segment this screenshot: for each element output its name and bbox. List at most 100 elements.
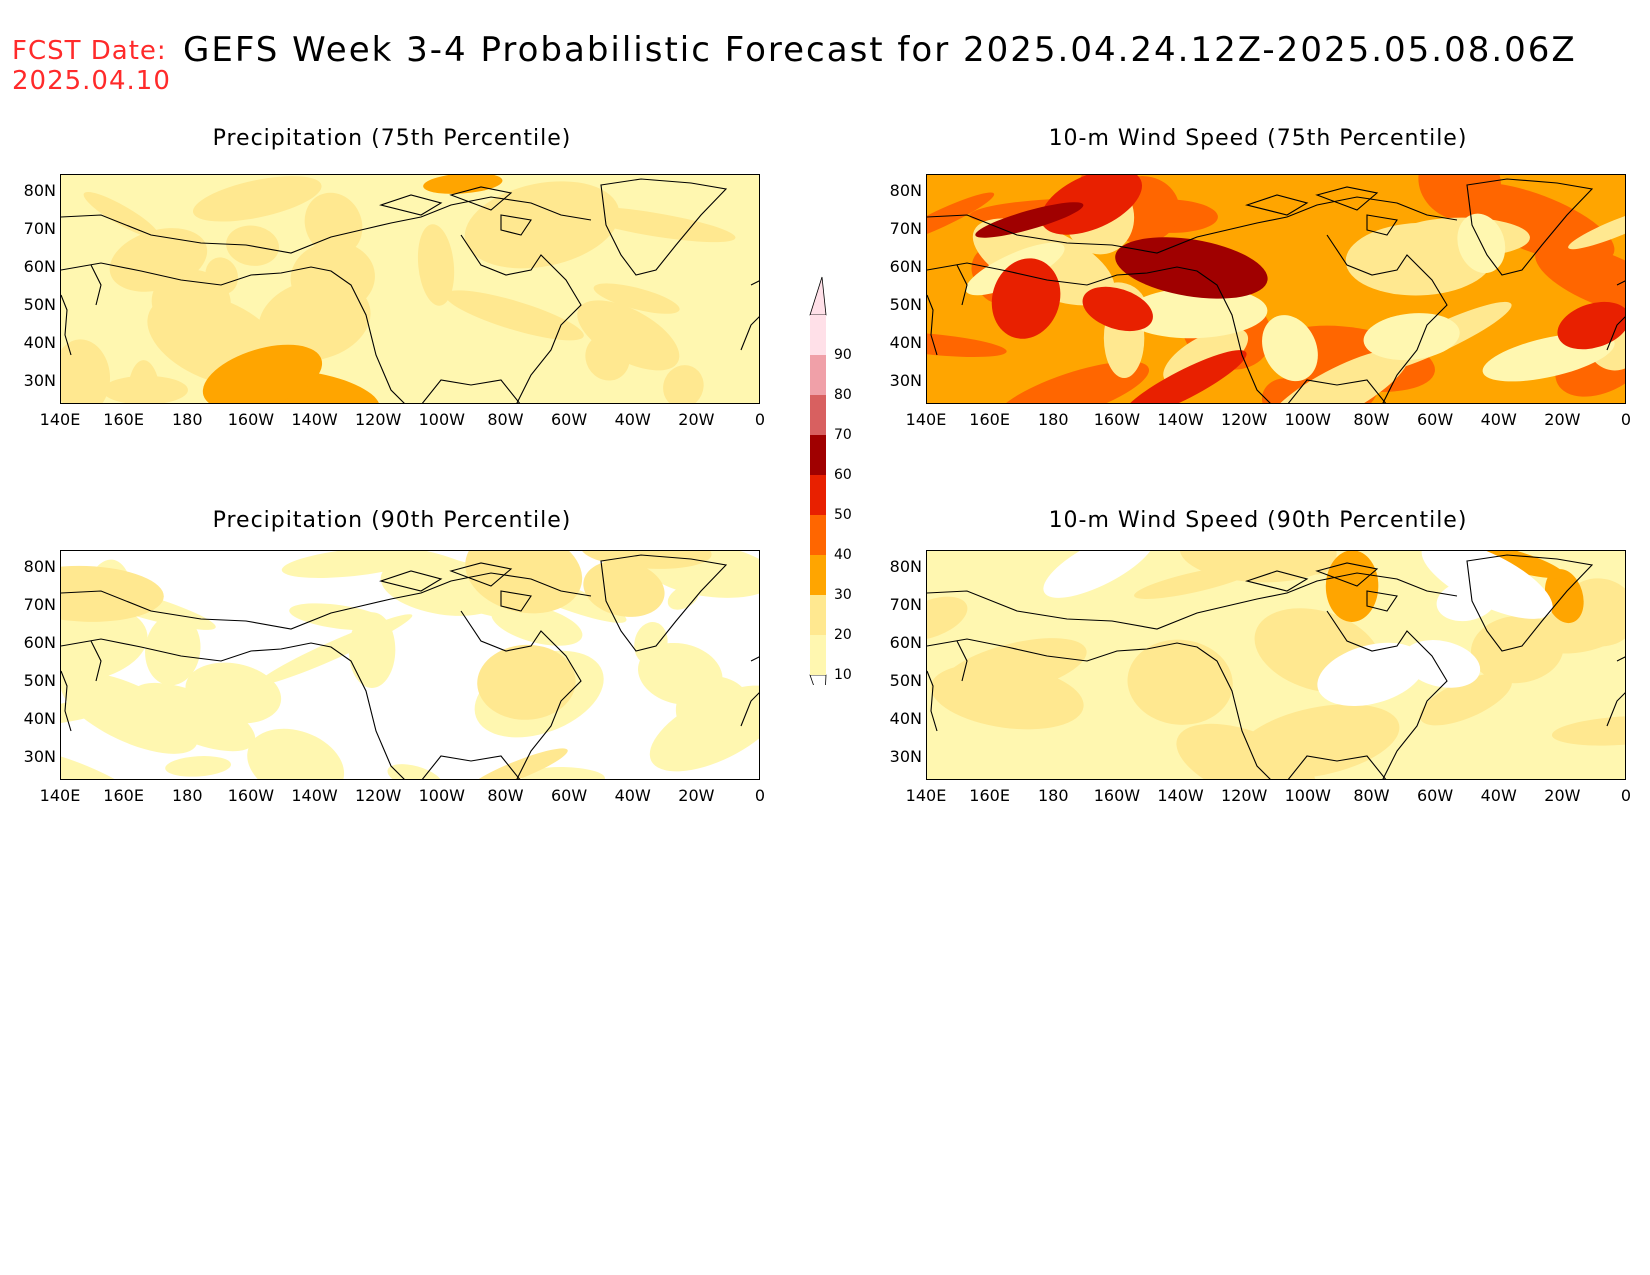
colorbar: 10 20 30 40 50 60 70 80 90 <box>808 275 868 716</box>
lon-tick-label: 160E <box>103 786 144 805</box>
lat-tick-label: 80N <box>23 181 56 200</box>
panel-title-wind-75: 10-m Wind Speed (75th Percentile) <box>1048 126 1468 151</box>
lon-tick-label: 140W <box>1157 786 1204 805</box>
lon-tick-label: 60W <box>550 786 588 805</box>
lon-tick-label: 180 <box>171 410 203 429</box>
lon-tick-label: 140E <box>39 786 81 805</box>
lat-tick-label: 70N <box>889 219 922 238</box>
lat-tick-label: 30N <box>889 747 922 766</box>
lon-tick-label: 140E <box>905 410 947 429</box>
colorbar-low-triangle <box>809 674 827 716</box>
lon-tick-label: 120W <box>1220 786 1268 805</box>
lon-tick-label: 160E <box>969 410 1010 429</box>
lon-tick-label: 180 <box>1037 786 1069 805</box>
fcst-date-block: FCST Date: 2025.04.10 <box>12 36 171 96</box>
lat-tick-label: 60N <box>889 633 922 652</box>
lon-tick-label: 0 <box>754 410 766 429</box>
lon-tick-label: 0 <box>754 786 766 805</box>
lon-tick-label: 100W <box>1284 410 1331 429</box>
lat-tick-label: 50N <box>889 295 922 314</box>
lat-tick-label: 70N <box>889 595 922 614</box>
colorbar-segment <box>810 635 826 675</box>
lat-tick-label: 80N <box>889 557 922 576</box>
colorbar-tick-label: 40 <box>834 547 852 563</box>
lat-tick-label: 60N <box>23 633 56 652</box>
colorbar-tick-label: 20 <box>834 627 852 643</box>
colorbar-segment <box>810 315 826 355</box>
lat-tick-label: 50N <box>23 671 56 690</box>
lat-tick-label: 30N <box>23 747 56 766</box>
lon-tick-label: 0 <box>1620 410 1632 429</box>
colorbar-segment <box>810 395 826 435</box>
lon-tick-label: 140W <box>1157 410 1204 429</box>
lon-tick-label: 80W <box>487 410 524 429</box>
lat-tick-label: 30N <box>889 371 922 390</box>
lon-tick-label: 140W <box>291 786 338 805</box>
lon-tick-label: 60W <box>1416 786 1454 805</box>
colorbar-segment <box>810 555 826 595</box>
lat-tick-label: 70N <box>23 219 56 238</box>
panel-title-precip-75: Precipitation (75th Percentile) <box>212 126 572 151</box>
colorbar-tick-label: 30 <box>834 587 852 603</box>
colorbar-tick-label: 10 <box>834 667 852 683</box>
colorbar-tick-label: 90 <box>834 347 852 363</box>
colorbar-segment <box>810 435 826 475</box>
fcst-date-label: FCST Date: <box>12 36 167 66</box>
lat-tick-label: 40N <box>889 333 922 352</box>
lon-tick-label: 140E <box>39 410 81 429</box>
colorbar-tick-label: 60 <box>834 467 852 483</box>
colorbar-segment <box>810 355 826 395</box>
lon-tick-label: 0 <box>1620 786 1632 805</box>
lon-tick-label: 40W <box>1480 786 1517 805</box>
lon-tick-label: 120W <box>1220 410 1268 429</box>
colorbar-segment <box>810 595 826 635</box>
lon-tick-label: 120W <box>354 786 402 805</box>
colorbar-tick-label: 70 <box>834 427 852 443</box>
lon-tick-label: 80W <box>487 786 524 805</box>
map-wind-90 <box>926 550 1626 780</box>
lon-tick-label: 20W <box>1544 786 1581 805</box>
lon-tick-label: 80W <box>1353 410 1390 429</box>
lat-tick-label: 40N <box>23 709 56 728</box>
lon-tick-label: 40W <box>614 410 651 429</box>
panel-title-precip-90: Precipitation (90th Percentile) <box>212 508 572 533</box>
map-precip-90 <box>60 550 760 780</box>
colorbar-segment <box>810 475 826 515</box>
lon-tick-label: 180 <box>1037 410 1069 429</box>
lon-tick-label: 160W <box>1093 786 1141 805</box>
page-title: GEFS Week 3-4 Probabilistic Forecast for… <box>183 30 1577 70</box>
colorbar-segment <box>810 515 826 555</box>
lon-tick-label: 160W <box>227 410 275 429</box>
fcst-date-value: 2025.04.10 <box>12 66 171 96</box>
lon-tick-label: 160E <box>969 786 1010 805</box>
colorbar-tick-label: 80 <box>834 387 852 403</box>
lon-tick-label: 100W <box>1284 786 1331 805</box>
lon-tick-label: 60W <box>550 410 588 429</box>
lon-tick-label: 160W <box>227 786 275 805</box>
lon-tick-label: 100W <box>418 786 465 805</box>
lat-tick-label: 40N <box>889 709 922 728</box>
map-precip-75 <box>60 174 760 404</box>
lon-tick-label: 80W <box>1353 786 1390 805</box>
lon-tick-label: 160E <box>103 410 144 429</box>
panel-title-wind-90: 10-m Wind Speed (90th Percentile) <box>1048 508 1468 533</box>
lon-tick-label: 140E <box>905 786 947 805</box>
lat-tick-label: 70N <box>23 595 56 614</box>
lat-tick-label: 40N <box>23 333 56 352</box>
lon-tick-label: 40W <box>614 786 651 805</box>
lat-tick-label: 50N <box>23 295 56 314</box>
lon-tick-label: 20W <box>1544 410 1581 429</box>
lat-tick-label: 30N <box>23 371 56 390</box>
lat-tick-label: 80N <box>889 181 922 200</box>
lon-tick-label: 160W <box>1093 410 1141 429</box>
lat-tick-label: 80N <box>23 557 56 576</box>
colorbar-tick-label: 50 <box>834 507 852 523</box>
lat-tick-label: 60N <box>23 257 56 276</box>
lon-tick-label: 40W <box>1480 410 1517 429</box>
lon-tick-label: 20W <box>678 786 715 805</box>
map-wind-75 <box>926 174 1626 404</box>
lat-tick-label: 60N <box>889 257 922 276</box>
lon-tick-label: 120W <box>354 410 402 429</box>
colorbar-high-triangle <box>809 276 827 316</box>
lon-tick-label: 180 <box>171 786 203 805</box>
